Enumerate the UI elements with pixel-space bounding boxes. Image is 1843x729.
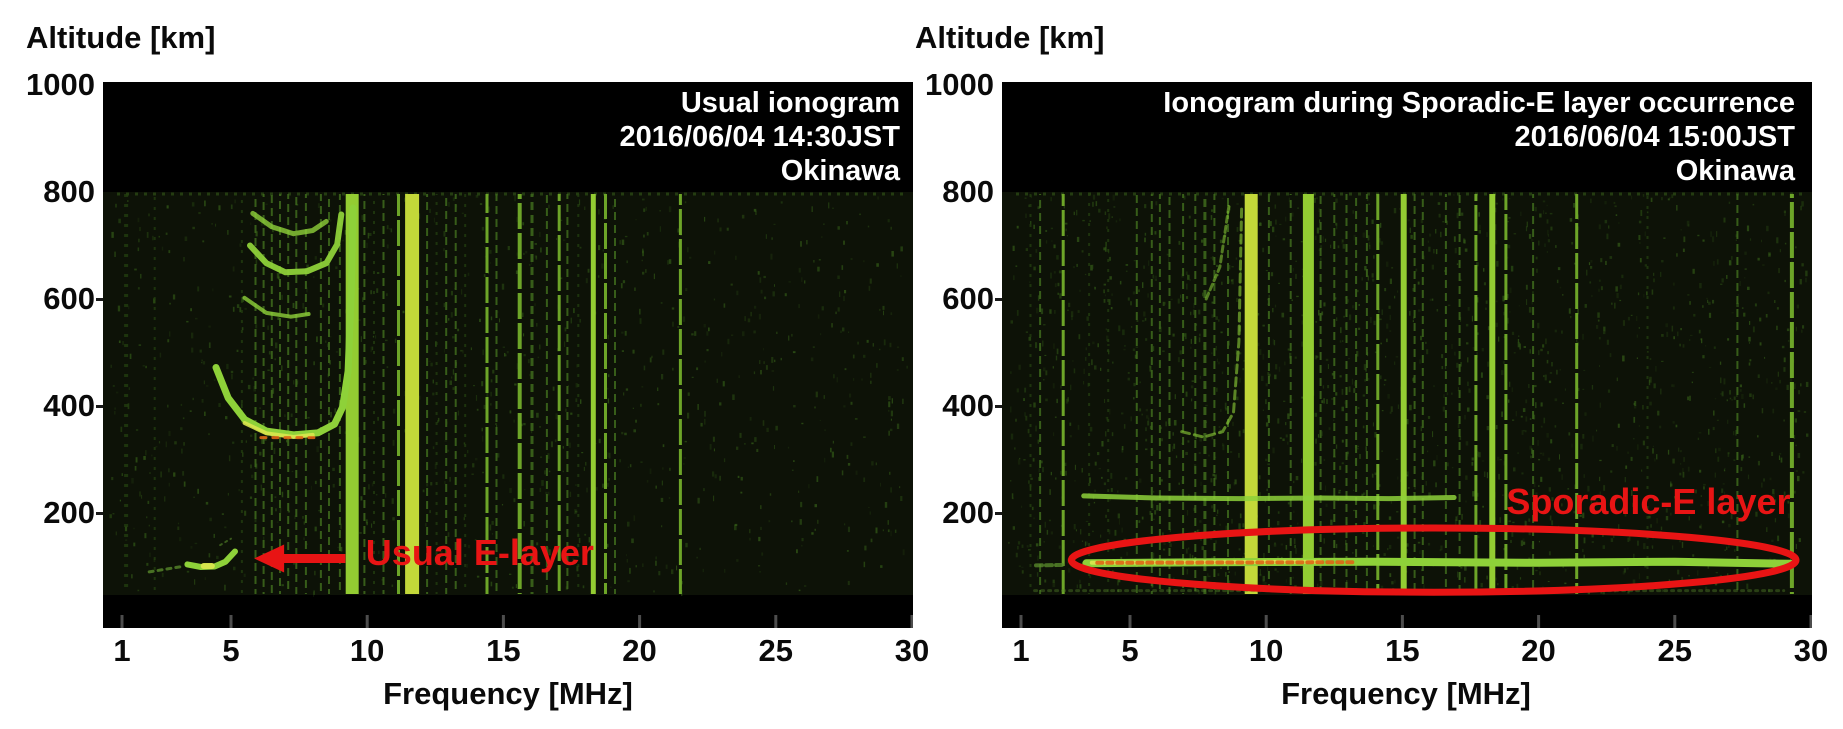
y-tick-label: 1000 xyxy=(925,67,994,102)
trace-f-layer-hop1-core xyxy=(242,421,315,439)
x-tick-label: 30 xyxy=(1793,633,1829,668)
y-tick-label: 200 xyxy=(942,495,994,530)
right-ionogram-plot: Sporadic-E layer xyxy=(1002,82,1812,628)
x-tick-label: 25 xyxy=(758,633,793,668)
x-tick-mark xyxy=(638,615,642,628)
right-title-line-1: Ionogram during Sporadic-E layer occurre… xyxy=(1163,87,1795,119)
x-tick-mark xyxy=(1809,615,1812,628)
x-tick-mark xyxy=(1264,615,1268,628)
x-tick-label: 1 xyxy=(1012,633,1030,668)
trace-sporadic-e-dim-tail xyxy=(1034,562,1067,568)
x-tick-mark xyxy=(365,615,369,628)
x-tick-label: 25 xyxy=(1657,633,1692,668)
x-tick-label: 20 xyxy=(1521,633,1556,668)
y-tick-mark xyxy=(995,405,1003,408)
y-tick-mark xyxy=(96,298,104,301)
x-tick-mark xyxy=(229,615,233,628)
y-tick-label: 400 xyxy=(43,388,95,423)
annotation-layer: Sporadic-E layer xyxy=(1067,481,1800,596)
x-tick-label: 1 xyxy=(113,633,131,668)
right-x-axis-title: Frequency [MHz] xyxy=(1281,676,1531,711)
trace-f-trace-fragment xyxy=(1180,207,1244,439)
right-y-axis-title: Altitude [km] xyxy=(915,20,1105,55)
sporadic-e-ellipse xyxy=(1067,524,1800,596)
y-tick-label: 400 xyxy=(942,388,994,423)
echo-traces-layer xyxy=(147,204,357,574)
x-tick-mark xyxy=(1400,615,1404,628)
left-y-axis-title: Altitude [km] xyxy=(26,20,216,55)
e-layer-arrow-head xyxy=(254,544,285,573)
right-title-line-2: 2016/06/04 15:00JST xyxy=(1514,121,1795,153)
y-tick-mark xyxy=(96,405,104,408)
y-tick-label: 800 xyxy=(43,174,95,209)
echo-traces-layer xyxy=(1033,201,1795,593)
data-region xyxy=(103,192,913,595)
right-ionogram-canvas: Sporadic-E layer xyxy=(1002,82,1812,628)
y-tick-label: 200 xyxy=(43,495,95,530)
left-title-line-2: 2016/06/04 14:30JST xyxy=(619,121,900,153)
trace-e-layer-specks xyxy=(219,537,232,547)
x-tick-label: 20 xyxy=(622,633,657,668)
trace-f-layer-hop2 xyxy=(247,211,345,276)
y-tick-label: 800 xyxy=(942,174,994,209)
trace-f-layer-fragment xyxy=(242,295,311,319)
x-tick-label: 10 xyxy=(1248,633,1284,668)
trace-sporadic-e-orange xyxy=(1095,560,1359,565)
x-tick-mark xyxy=(1128,615,1132,628)
x-tick-mark xyxy=(910,615,913,628)
left-title-line-1: Usual ionogram xyxy=(680,87,900,119)
annotation-label: Usual E-layer xyxy=(366,532,594,573)
right-plot-title: Ionogram during Sporadic-E layer occurre… xyxy=(1002,86,1795,188)
annotation-label: Sporadic-E layer xyxy=(1506,481,1790,522)
x-tick-mark xyxy=(1019,615,1023,628)
left-ionogram-canvas: Usual E-layer xyxy=(103,82,913,628)
x-tick-mark xyxy=(501,615,505,628)
x-tick-label: 5 xyxy=(1121,633,1139,668)
left-plot-title: Usual ionogram 2016/06/04 14:30JST Okina… xyxy=(103,86,900,188)
left-ionogram-plot: Usual E-layer xyxy=(103,82,913,628)
x-tick-label: 5 xyxy=(222,633,240,668)
trace-f-layer-hop2-upper xyxy=(250,210,329,237)
y-tick-mark xyxy=(96,512,104,515)
left-x-axis-title: Frequency [MHz] xyxy=(383,676,633,711)
x-tick-mark xyxy=(1673,615,1677,628)
y-tick-label: 1000 xyxy=(26,67,95,102)
x-tick-mark xyxy=(774,615,778,628)
trace-e-layer-tail xyxy=(147,565,184,574)
right-title-line-3: Okinawa xyxy=(1675,155,1795,187)
x-tick-label: 10 xyxy=(349,633,385,668)
y-tick-label: 600 xyxy=(942,281,994,316)
trace-f-trace-hop2-fragment xyxy=(1204,201,1231,301)
y-tick-mark xyxy=(995,298,1003,301)
x-tick-label: 15 xyxy=(1385,633,1420,668)
trace-f-layer-hop1 xyxy=(212,204,357,439)
x-tick-label: 15 xyxy=(486,633,521,668)
x-tick-mark xyxy=(120,615,124,628)
x-tick-mark xyxy=(1537,615,1541,628)
y-tick-label: 600 xyxy=(43,281,95,316)
annotation-layer: Usual E-layer xyxy=(254,532,594,573)
y-tick-mark xyxy=(995,512,1003,515)
trace-band-230km xyxy=(1081,493,1457,502)
left-title-line-3: Okinawa xyxy=(780,155,900,187)
x-tick-label: 30 xyxy=(894,633,930,668)
